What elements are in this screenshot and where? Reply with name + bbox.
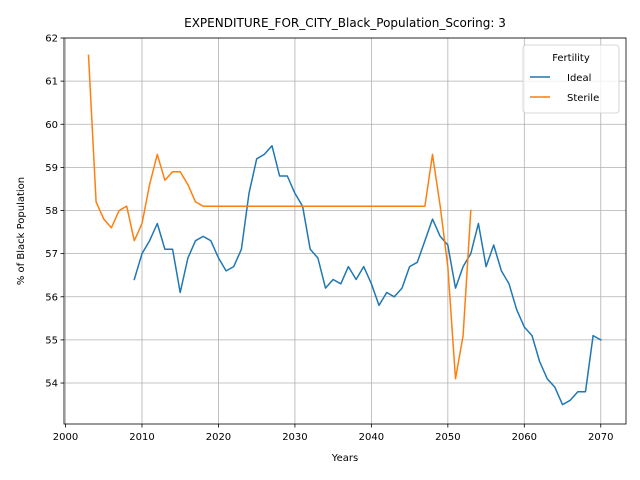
y-tick-label: 54 [45, 379, 58, 390]
x-tick-label: 2030 [282, 432, 307, 443]
x-tick-label: 2020 [206, 432, 231, 443]
x-tick-label: 2040 [359, 432, 384, 443]
x-tick-label: 2010 [129, 432, 154, 443]
legend-box [522, 44, 620, 114]
chart-title: EXPENDITURE_FOR_CITY_Black_Population_Sc… [184, 16, 506, 30]
x-tick-label: 2070 [588, 432, 613, 443]
x-tick-label: 2060 [512, 432, 537, 443]
y-tick-label: 56 [45, 292, 58, 303]
y-tick-label: 59 [45, 163, 58, 174]
y-tick-label: 58 [45, 206, 58, 217]
y-tick-label: 62 [45, 34, 58, 45]
series-line-sterile [87, 54, 472, 380]
x-axis-title: Years [331, 453, 358, 464]
series-lines [87, 54, 602, 406]
y-tick-label: 57 [45, 249, 58, 260]
y-axis-title: % of Black Population [16, 177, 27, 285]
legend-label-sterile: Sterile [567, 93, 599, 104]
y-tick-label: 60 [45, 120, 58, 131]
x-tick-label: 2050 [435, 432, 460, 443]
x-tick-label: 2000 [53, 432, 78, 443]
axis-ticks: 2000 2010 2020 2030 2040 2050 2060 2070 54 55 56 57… [45, 34, 613, 444]
series-line-ideal [133, 145, 602, 406]
y-tick-label: 55 [45, 335, 58, 346]
legend: Fertility Ideal Sterile [522, 44, 620, 114]
legend-title: Fertility [552, 53, 590, 64]
plot-area-frame [63, 37, 627, 425]
legend-label-ideal: Ideal [567, 73, 591, 84]
y-tick-label: 61 [45, 77, 58, 88]
